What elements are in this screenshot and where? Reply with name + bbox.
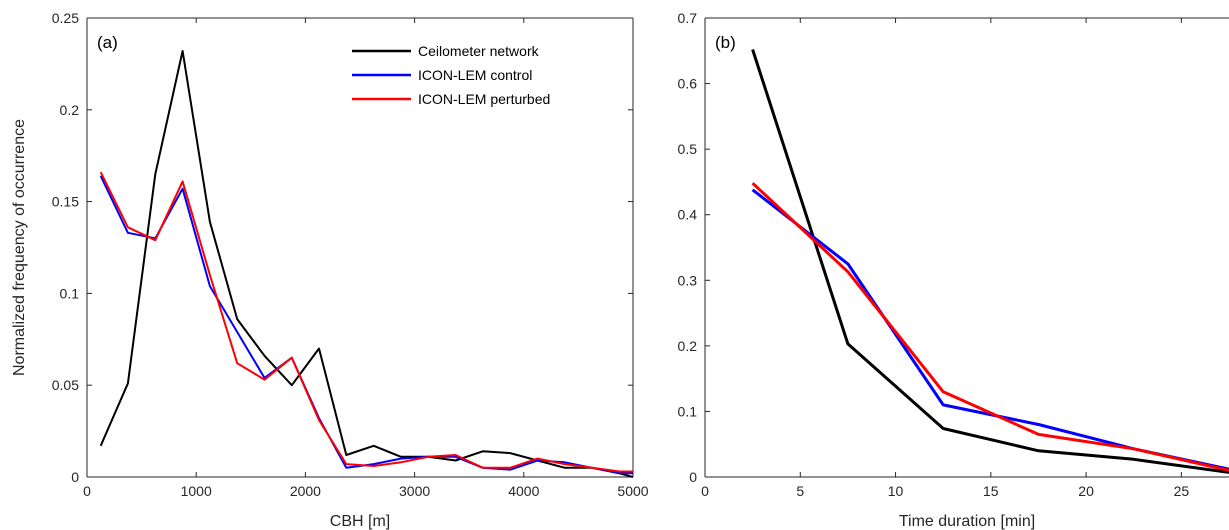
panel-b-time-duration: 0 5 10 15 20 25 0 0.1 0.2 0.3 0.4 0.5 0.6 0.7 Time dur… (678, 10, 1229, 530)
x-tick-label: 4000 (508, 483, 539, 499)
series-line-red (751, 182, 1229, 472)
x-tick-label: 3000 (399, 483, 430, 499)
y-tick-label: 0.05 (52, 377, 79, 393)
x-axis-label: CBH [m] (330, 513, 390, 530)
x-tick-label: 25 (1174, 483, 1190, 499)
y-tick-label: 0.2 (678, 338, 698, 354)
legend-entry-label: ICON-LEM control (418, 67, 532, 83)
x-tick-label: 2000 (290, 483, 321, 499)
x-tick-label: 1000 (181, 483, 212, 499)
legend-entry-label: ICON-LEM perturbed (418, 91, 550, 107)
series-line-icon-lem-perturbed (99, 171, 633, 473)
series-group (751, 49, 1229, 474)
x-tick-label: 5 (796, 483, 804, 499)
y-tick-label: 0 (71, 469, 79, 485)
y-tick-label: 0.7 (678, 10, 698, 26)
x-tick-label: 20 (1078, 483, 1094, 499)
x-tick-label: 0 (701, 483, 709, 499)
x-tick-label: 10 (888, 483, 904, 499)
x-axis-label: Time duration [min] (899, 513, 1035, 530)
x-tick-label: 15 (983, 483, 999, 499)
x-tick-label: 0 (83, 483, 91, 499)
series-line-blue (751, 188, 1229, 471)
y-tick-label: 0 (689, 469, 697, 485)
series-line-icon-lem-control (99, 175, 633, 475)
y-tick-label: 0.1 (678, 403, 698, 419)
legend: Ceilometer network ICON-LEM control ICON-L… (352, 43, 550, 107)
y-tick-label: 0.15 (52, 194, 79, 210)
y-axis-label: Normalized frequency of occurrence (11, 119, 28, 376)
x-tick-label: 5000 (617, 483, 648, 499)
y-tick-label: 0.1 (60, 285, 80, 301)
panel-a-cbh-frequency: 0 1000 2000 3000 4000 5000 0 0.05 0.1 0.15 0.2 0.25… (11, 10, 649, 530)
y-tick-label: 0.5 (678, 141, 698, 157)
legend-entry-label: Ceilometer network (418, 43, 540, 59)
y-tick-label: 0.25 (52, 10, 79, 26)
y-tick-label: 0.6 (678, 76, 698, 92)
y-tick-label: 0.2 (60, 102, 80, 118)
y-tick-label: 0.4 (678, 207, 698, 223)
panel-label: (a) (97, 33, 118, 52)
series-line-ceilometer-network (99, 50, 633, 478)
series-group (99, 50, 633, 478)
series-line-black (751, 49, 1229, 474)
panel-label: (b) (715, 33, 736, 52)
y-tick-label: 0.3 (678, 272, 698, 288)
